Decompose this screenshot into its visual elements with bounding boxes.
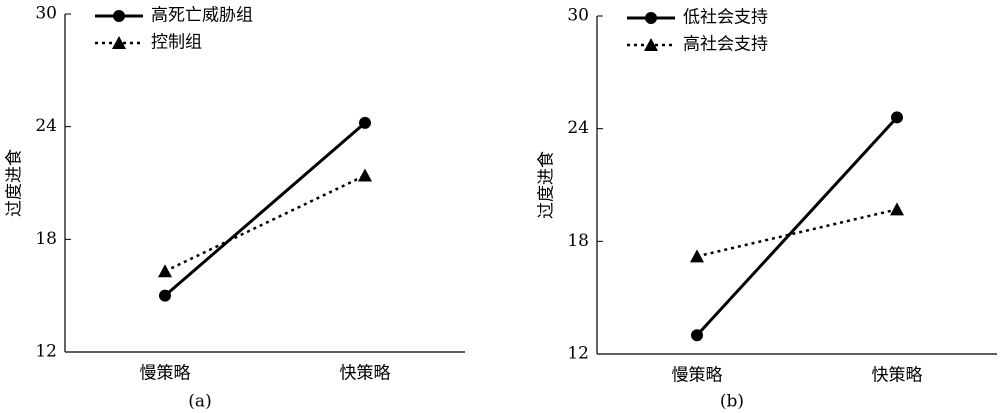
point [159, 289, 171, 302]
legend-label: 高死亡威胁组 [151, 6, 253, 26]
x-tick-label: 快策略 [340, 364, 391, 384]
y-tick-label: 30 [35, 4, 57, 24]
line [695, 116, 899, 337]
point [359, 116, 371, 129]
y-tick-label: 12 [567, 344, 589, 364]
caption: (a) [188, 392, 211, 412]
point [358, 168, 372, 182]
legend-marker [644, 38, 658, 51]
y-tick-label: 18 [567, 231, 589, 251]
point [158, 264, 172, 278]
legend-marker [112, 36, 126, 49]
y-tick-label: 18 [35, 229, 57, 249]
legend-marker [113, 10, 125, 22]
line [164, 121, 366, 297]
x-tick-label: 慢策略 [140, 363, 191, 384]
y-tick-label: 12 [35, 342, 57, 362]
y-axis-label: 过度进食 [537, 151, 557, 219]
legend-label: 低社会支持 [683, 8, 768, 28]
x-tick-label: 慢策略 [672, 365, 723, 386]
legend-marker [645, 12, 657, 24]
y-axis-label: 过度进食 [5, 149, 25, 217]
point [890, 202, 904, 216]
line [696, 208, 898, 258]
point [690, 249, 704, 263]
x-tick-label: 快策略 [872, 366, 923, 386]
legend-label: 控制组 [151, 33, 202, 53]
y-tick-label: 24 [35, 116, 57, 136]
point [691, 329, 703, 342]
legend-label: 高社会支持 [683, 35, 768, 55]
caption: (b) [720, 392, 744, 412]
y-tick-label: 30 [567, 6, 589, 26]
y-tick-label: 24 [567, 118, 589, 138]
line [164, 174, 366, 273]
point [891, 111, 903, 124]
